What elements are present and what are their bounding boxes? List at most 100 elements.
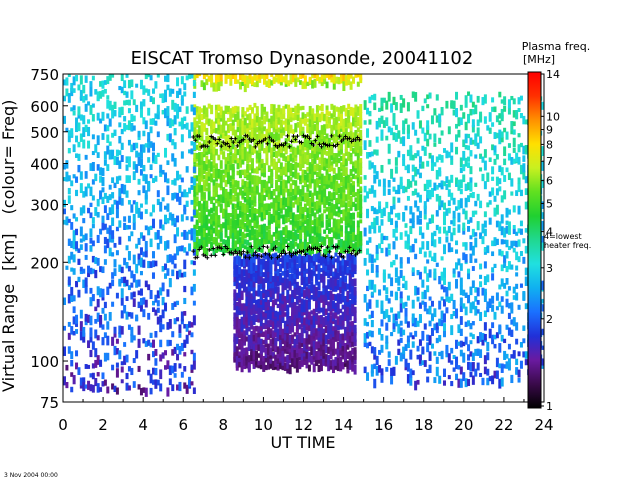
heatmap-cell bbox=[471, 139, 475, 145]
heatmap-cell bbox=[224, 231, 228, 238]
heatmap-cell bbox=[192, 79, 196, 87]
heatmap-cell bbox=[289, 162, 293, 173]
heatmap-cell bbox=[130, 326, 134, 337]
trace-marker bbox=[201, 252, 206, 257]
heatmap-cell bbox=[193, 117, 197, 128]
heatmap-cell bbox=[387, 314, 391, 323]
heatmap-cell bbox=[479, 263, 483, 270]
heatmap-cell bbox=[178, 363, 182, 369]
heatmap-cell bbox=[180, 311, 184, 322]
heatmap-cell bbox=[373, 347, 377, 356]
heatmap-cell bbox=[200, 240, 204, 250]
trace-marker bbox=[331, 244, 336, 249]
heatmap-cell bbox=[291, 156, 295, 163]
heatmap-cell bbox=[222, 174, 226, 182]
heatmap-cell bbox=[399, 94, 403, 100]
heatmap-cell bbox=[217, 74, 221, 83]
heatmap-cell bbox=[507, 312, 511, 319]
heatmap-cell bbox=[507, 327, 511, 336]
heatmap-cell bbox=[421, 232, 425, 239]
heatmap-cell bbox=[507, 99, 511, 109]
heatmap-cell bbox=[243, 233, 247, 239]
heatmap-cell bbox=[274, 345, 278, 353]
heatmap-cell bbox=[329, 262, 333, 270]
heatmap-cell bbox=[464, 157, 468, 167]
heatmap-cell bbox=[435, 156, 439, 163]
heatmap-cell bbox=[254, 265, 259, 272]
heatmap-cell bbox=[356, 108, 360, 116]
heatmap-cell bbox=[96, 91, 100, 102]
heatmap-cell bbox=[336, 308, 340, 315]
heatmap-cell bbox=[301, 185, 305, 196]
heatmap-cell bbox=[334, 268, 338, 273]
heatmap-cell bbox=[269, 333, 273, 339]
heatmap-cell bbox=[236, 106, 240, 112]
heatmap-cell bbox=[284, 208, 288, 217]
heatmap-cell bbox=[359, 243, 363, 254]
heatmap-cell bbox=[294, 241, 298, 247]
heatmap-cell bbox=[147, 132, 151, 142]
heatmap-cell bbox=[399, 320, 403, 326]
heatmap-cell bbox=[356, 133, 360, 141]
heatmap-cell bbox=[486, 202, 490, 208]
heatmap-cell bbox=[498, 136, 502, 145]
heatmap-cell bbox=[259, 258, 263, 265]
heatmap-cell bbox=[313, 113, 317, 122]
heatmap-cell bbox=[339, 315, 343, 325]
heatmap-cell bbox=[217, 115, 221, 125]
heatmap-cell bbox=[271, 324, 275, 330]
heatmap-cell bbox=[325, 105, 329, 110]
heatmap-cell bbox=[344, 117, 348, 128]
heatmap-cell bbox=[248, 211, 252, 218]
heatmap-cell bbox=[142, 259, 146, 268]
heatmap-cell bbox=[426, 160, 430, 167]
heatmap-cell bbox=[125, 296, 129, 301]
heatmap-cell bbox=[327, 116, 331, 124]
heatmap-cell bbox=[354, 197, 358, 203]
heatmap-cell bbox=[72, 375, 76, 385]
heatmap-cell bbox=[276, 268, 280, 277]
heatmap-cell bbox=[351, 311, 355, 317]
heatmap-cell bbox=[231, 112, 235, 118]
heatmap-cell bbox=[352, 173, 356, 179]
heatmap-cell bbox=[435, 262, 439, 267]
heatmap-cell bbox=[168, 365, 172, 376]
heatmap-cell bbox=[188, 187, 192, 194]
heatmap-cell bbox=[156, 74, 160, 78]
heatmap-cell bbox=[354, 141, 358, 151]
heatmap-cell bbox=[142, 387, 146, 393]
heatmap-cell bbox=[63, 208, 67, 215]
heatmap-cell bbox=[416, 296, 420, 302]
heatmap-cell bbox=[363, 185, 367, 193]
heatmap-cell bbox=[202, 175, 206, 180]
heatmap-cell bbox=[341, 279, 345, 289]
heatmap-cell bbox=[308, 153, 312, 159]
heatmap-cell bbox=[238, 351, 242, 356]
heatmap-cell bbox=[281, 357, 285, 366]
heatmap-cell bbox=[411, 122, 415, 130]
heatmap-cell bbox=[214, 82, 218, 92]
heatmap-cell bbox=[455, 359, 459, 370]
heatmap-cell bbox=[471, 109, 475, 115]
heatmap-cell bbox=[308, 233, 312, 242]
heatmap-cell bbox=[411, 341, 415, 348]
heatmap-cell bbox=[298, 347, 302, 354]
heatmap-cell bbox=[70, 251, 74, 260]
heatmap-cell bbox=[192, 107, 196, 116]
heatmap-cell bbox=[488, 157, 492, 163]
heatmap-cell bbox=[373, 102, 377, 111]
heatmap-cell bbox=[277, 111, 281, 118]
heatmap-cell bbox=[375, 120, 379, 130]
heatmap-cell bbox=[185, 384, 189, 394]
heatmap-cell bbox=[142, 173, 146, 182]
heatmap-cell bbox=[332, 210, 336, 216]
heatmap-cell bbox=[103, 80, 107, 85]
trace-marker bbox=[271, 139, 276, 144]
heatmap-cell bbox=[359, 104, 363, 113]
heatmap-cell bbox=[390, 332, 394, 337]
heatmap-cell bbox=[127, 366, 131, 372]
heatmap-cell bbox=[524, 303, 528, 310]
heatmap-cell bbox=[70, 180, 74, 187]
heatmap-cell bbox=[541, 161, 544, 171]
trace-marker bbox=[277, 253, 282, 258]
